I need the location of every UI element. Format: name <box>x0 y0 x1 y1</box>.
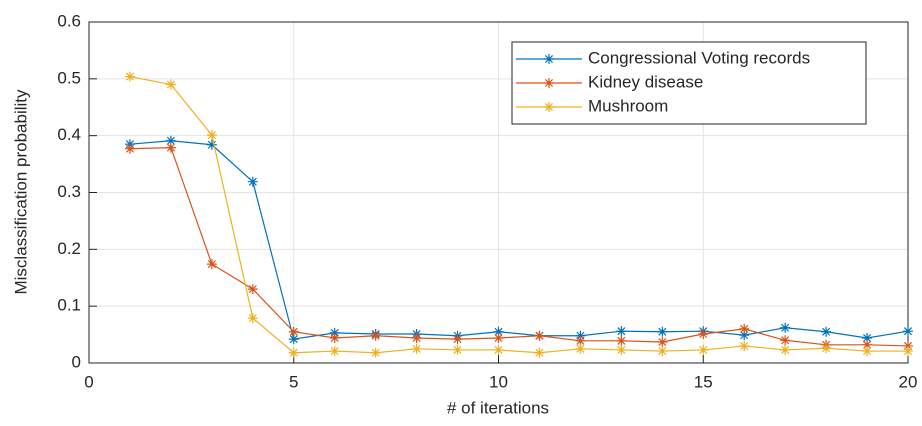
data-point <box>698 344 709 355</box>
data-point <box>780 335 791 346</box>
data-point <box>657 326 668 337</box>
data-point <box>288 334 299 345</box>
data-point <box>616 344 627 355</box>
data-point <box>739 340 750 351</box>
data-point <box>780 344 791 355</box>
data-point <box>165 142 176 153</box>
data-point <box>698 329 709 340</box>
data-point <box>370 330 381 341</box>
data-point <box>534 347 545 358</box>
data-point <box>411 332 422 343</box>
data-point <box>206 259 217 270</box>
data-point <box>493 344 504 355</box>
data-point <box>206 139 217 150</box>
data-point <box>247 313 258 324</box>
y-axis-label: Misclassification probability <box>11 89 30 295</box>
data-point <box>411 343 422 354</box>
series-line <box>129 140 909 340</box>
data-point <box>165 135 176 146</box>
data-point <box>821 343 832 354</box>
data-point <box>739 323 750 334</box>
x-tick-label: 15 <box>694 372 713 391</box>
y-tick-label: 0.6 <box>57 11 81 30</box>
data-point <box>288 326 299 337</box>
y-tick-label: 0.3 <box>57 182 81 201</box>
data-point <box>903 346 913 357</box>
data-point <box>534 330 545 341</box>
data-point <box>862 339 873 350</box>
x-tick-label: 10 <box>489 372 508 391</box>
data-point <box>247 176 258 187</box>
x-axis-label: # of iterations <box>447 398 549 417</box>
data-point <box>329 346 340 357</box>
legend-marker <box>544 78 554 88</box>
data-point <box>575 343 586 354</box>
data-point <box>657 346 668 357</box>
legend-marker <box>544 54 554 64</box>
plot-frame <box>88 21 909 364</box>
data-point <box>616 335 627 346</box>
legend-label: Mushroom <box>588 96 668 115</box>
data-point <box>247 284 258 295</box>
data-point <box>452 344 463 355</box>
y-tick-label: 0.2 <box>57 239 81 258</box>
y-tick-label: 0.4 <box>57 125 81 144</box>
series-line <box>129 75 908 354</box>
data-point <box>575 330 586 341</box>
data-point <box>862 346 873 357</box>
data-point <box>821 326 832 337</box>
x-tick-label: 0 <box>84 372 93 391</box>
data-point <box>288 347 299 358</box>
data-point <box>862 332 873 343</box>
series-line <box>129 146 909 347</box>
x-tick-label: 20 <box>899 372 918 391</box>
data-point <box>452 334 463 345</box>
legend-label: Congressional Voting records <box>588 48 810 67</box>
data-point <box>124 143 135 154</box>
data-point <box>493 332 504 343</box>
data-point <box>575 335 586 346</box>
data-point <box>657 336 668 347</box>
data-point <box>206 130 217 141</box>
x-tick-label: 5 <box>289 372 298 391</box>
data-point <box>329 332 340 343</box>
data-point <box>616 326 627 337</box>
y-tick-label: 0.5 <box>57 68 81 87</box>
data-point <box>370 347 381 358</box>
legend-marker <box>544 102 554 112</box>
y-tick-label: 0.1 <box>57 296 81 315</box>
data-point <box>493 326 504 337</box>
data-point <box>165 79 176 90</box>
legend-label: Kidney disease <box>588 72 703 91</box>
data-point <box>780 322 791 333</box>
data-point <box>739 330 750 341</box>
data-point <box>903 326 913 337</box>
data-point <box>903 340 913 351</box>
data-point <box>329 327 340 338</box>
y-tick-label: 0 <box>72 352 81 371</box>
data-point <box>124 71 135 82</box>
